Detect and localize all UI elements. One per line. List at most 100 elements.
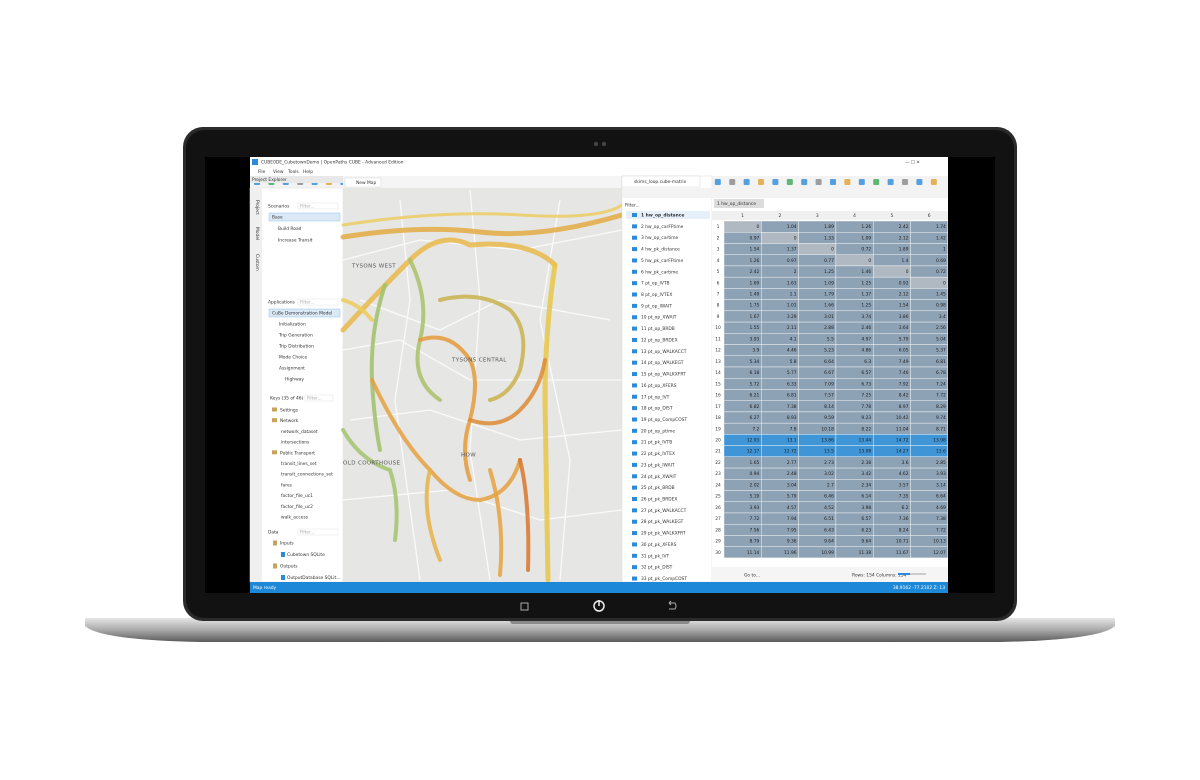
matrix-item[interactable]: 26 pt_pk_BRDEX: [641, 497, 677, 503]
matrix-item[interactable]: 29 pt_pk_WALKXFRT: [641, 531, 686, 537]
matrix-file-tab-label[interactable]: skims_loop.cube-matrix: [634, 179, 687, 185]
data-item[interactable]: Cubetown SQLite: [287, 552, 325, 558]
toolbar-button[interactable]: [758, 179, 764, 185]
side-tab[interactable]: Model: [254, 227, 260, 240]
sheet-tab[interactable]: [714, 199, 764, 208]
matrix-item[interactable]: 8 pt_op_IVTEX: [641, 292, 672, 298]
window-controls[interactable]: — ☐ ✕: [905, 160, 920, 166]
application[interactable]: Assignment: [279, 366, 305, 372]
matrix-item[interactable]: 14 pt_op_WALKEGT: [641, 360, 684, 366]
matrix-item[interactable]: 19 pt_op_CompCOST: [641, 417, 687, 423]
recent-button[interactable]: [520, 602, 529, 611]
menu-item[interactable]: View: [273, 169, 284, 175]
key[interactable]: walk_access: [281, 515, 309, 521]
map-tab-label[interactable]: New Map: [356, 180, 376, 186]
matrix-item[interactable]: 17 pt_op_IVT: [641, 394, 670, 400]
matrix-item[interactable]: 13 pt_op_WALKACCT: [641, 349, 687, 355]
matrix-item[interactable]: 21 pt_pk_IVTB: [641, 440, 672, 446]
application[interactable]: Trip Generation: [278, 333, 313, 339]
scenario[interactable]: Build Road: [278, 226, 302, 232]
application[interactable]: Highway: [285, 377, 304, 383]
key[interactable]: fares: [281, 482, 293, 488]
application[interactable]: Initialization: [279, 322, 306, 328]
matrix-item[interactable]: 22 pt_pk_IVTEX: [641, 451, 675, 457]
matrix-item[interactable]: 32 pt_pk_DIST: [641, 565, 673, 571]
side-tab[interactable]: Custom: [254, 254, 260, 271]
key[interactable]: intersections: [281, 440, 310, 446]
filter-box[interactable]: [304, 394, 334, 402]
key[interactable]: Public Transport: [280, 450, 315, 456]
filter-box[interactable]: [297, 202, 339, 210]
key[interactable]: transit_connections_set: [281, 472, 333, 478]
matrix-item[interactable]: 11 pt_op_BRDB: [641, 326, 675, 332]
matrix-item[interactable]: 18 pt_op_DIST: [641, 406, 673, 412]
data-item[interactable]: OutputDatabase SQLit...: [287, 575, 340, 581]
toolbar-button[interactable]: [830, 179, 836, 185]
back-button[interactable]: [668, 600, 677, 610]
toolbar-button[interactable]: [772, 179, 779, 185]
toolbar-button[interactable]: [714, 179, 721, 185]
matrix-item[interactable]: 27 pt_pk_WALKACCT: [641, 508, 687, 514]
matrix-item[interactable]: 30 pt_pk_XFERS: [641, 542, 677, 548]
menu-item[interactable]: Help: [303, 169, 313, 175]
map-tab[interactable]: [344, 177, 382, 188]
menu-item[interactable]: File: [258, 169, 266, 175]
application[interactable]: Mode Choice: [279, 355, 308, 361]
matrix-item[interactable]: 33 pt_pk_CompCOST: [641, 576, 687, 582]
toolbar-button[interactable]: [801, 179, 808, 185]
menu-item[interactable]: Tools: [287, 169, 300, 175]
matrix-item[interactable]: 15 pt_op_WALKXFRT: [641, 372, 686, 378]
key[interactable]: factor_file_uc1: [281, 493, 313, 499]
key[interactable]: Settings: [280, 408, 299, 414]
filter-text[interactable]: Filter...: [307, 396, 322, 402]
matrix-item[interactable]: 20 pt_op_ptime: [641, 428, 675, 434]
toolbar-button[interactable]: [743, 179, 750, 185]
toolbar-button[interactable]: [887, 179, 894, 185]
toolbar-button[interactable]: [873, 179, 880, 185]
application[interactable]: Trip Distribution: [278, 344, 314, 350]
data-item[interactable]: Outputs: [280, 564, 298, 570]
toolbar-button[interactable]: [729, 179, 736, 185]
key[interactable]: network_dataset: [281, 429, 318, 435]
toolbar-button[interactable]: [902, 179, 908, 185]
matrix-file-tab[interactable]: [621, 175, 701, 188]
key[interactable]: Network: [280, 418, 299, 424]
matrix-item[interactable]: 25 pt_pk_BRDB: [641, 485, 675, 491]
side-tab[interactable]: Project: [254, 200, 260, 215]
scenario[interactable]: Increase Transit: [278, 238, 313, 244]
matrix-item[interactable]: 9 pt_op_IWAIT: [641, 303, 672, 309]
matrix-item[interactable]: 7 pt_op_IVTB: [641, 281, 670, 287]
toolbar-button[interactable]: [858, 179, 865, 185]
zoom-slider[interactable]: [898, 573, 926, 575]
application[interactable]: CuBe Demonstration Model: [272, 311, 332, 317]
toolbar-button[interactable]: [916, 179, 923, 185]
scenario[interactable]: Base: [272, 215, 283, 221]
matrix-item[interactable]: 4 hw_pk_distance: [641, 247, 680, 253]
matrix-item[interactable]: 3 hw_op_cartime: [641, 235, 679, 241]
filter-text[interactable]: Filter...: [300, 530, 315, 536]
filter-box[interactable]: [297, 298, 339, 306]
matrix-item[interactable]: 16 pt_op_XFERS: [641, 383, 677, 389]
toolbar-button[interactable]: [930, 179, 937, 185]
key[interactable]: transit_lines_set: [281, 461, 317, 467]
matrix-item[interactable]: 1 hw_op_distance: [641, 213, 684, 219]
key[interactable]: factor_file_uc2: [281, 504, 313, 510]
matrix-item[interactable]: 2 hw_op_carFFtime: [641, 224, 684, 230]
matrix-item[interactable]: 10 pt_op_XWAIT: [641, 315, 677, 321]
matrix-item[interactable]: 12 pt_op_BRDEX: [641, 337, 678, 343]
sheet-tab-label[interactable]: 1 hw_op_distance: [717, 201, 756, 207]
filter-text[interactable]: Filter...: [300, 204, 315, 210]
matrix-item[interactable]: 23 pt_pk_IWAIT: [641, 462, 675, 468]
filter-text[interactable]: Filter...: [300, 300, 315, 306]
toolbar-button[interactable]: [815, 179, 822, 185]
filter-box[interactable]: [297, 528, 339, 536]
matrix-item[interactable]: 24 pt_pk_XWAIT: [641, 474, 677, 480]
matrix-filter[interactable]: Filter...: [625, 203, 640, 209]
matrix-item[interactable]: 28 pt_pk_WALKEGT: [641, 519, 684, 525]
toolbar-button[interactable]: [844, 179, 851, 185]
matrix-item[interactable]: 5 hw_pk_carFFtime: [641, 258, 683, 264]
data-item[interactable]: Inputs: [280, 541, 294, 547]
toolbar-button[interactable]: [786, 179, 793, 185]
matrix-item[interactable]: 6 hw_pk_cartime: [641, 269, 678, 275]
matrix-item[interactable]: 31 pt_pk_IVT: [641, 553, 670, 559]
